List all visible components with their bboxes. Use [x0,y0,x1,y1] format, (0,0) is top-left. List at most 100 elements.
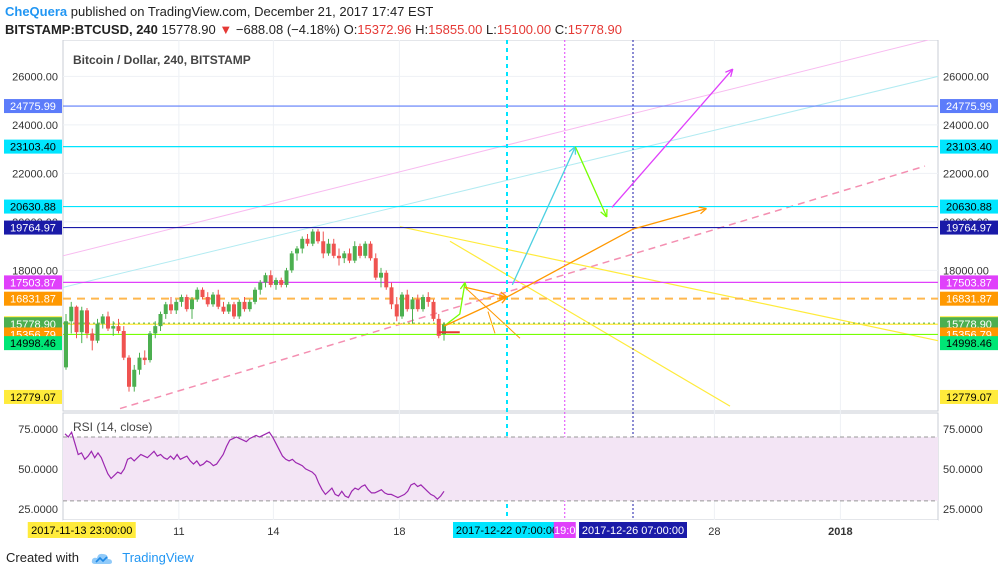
orange-fib-line-2 [487,311,496,334]
x-tick-label: 11 [173,526,184,538]
candle-body [421,297,425,310]
candle-body [295,248,299,254]
price-label-left [4,139,62,154]
price-label-left-text: 14998.46 [10,338,56,350]
orange-arrow-2-head [498,296,508,304]
high-value: 15855.00 [428,22,483,37]
candle-body [121,330,126,358]
candle-body [326,243,331,254]
rsi-label: RSI (14, close) [73,420,152,434]
candle-body [85,310,89,334]
symbol-header: BITSTAMP:BTCUSD, 240 15778.90 ▼ −688.08 … [5,22,622,37]
price-label-left-text: 16831.87 [10,294,56,306]
candle-body [363,243,368,256]
candle-body [242,301,247,310]
author-name[interactable]: CheQuera [5,4,68,19]
candle-body [221,306,226,312]
price-label-right [940,99,998,114]
cyan-arrow [511,146,576,286]
price-label-left-text: 17503.87 [10,277,56,289]
candle-body [106,316,110,329]
orange-arrow-1 [464,286,508,298]
candle-body [431,301,436,319]
green-arrow-1-head [459,282,468,291]
candle-body [394,304,399,317]
price-label-right-text: 23103.40 [946,142,992,154]
price-label-right-text: 24775.99 [946,101,992,113]
candle-body [358,246,362,256]
candle-body [300,238,305,249]
candle-body [195,289,200,300]
candle-body [205,297,210,305]
tradingview-cloud-icon [91,553,112,564]
candle-body [216,294,221,307]
price-label-left-text: 24775.99 [10,101,56,113]
tradingview-brand[interactable]: TradingView [122,550,194,565]
x-tick-label: 28 [708,526,720,538]
publish-header: CheQuera published on TradingView.com, D… [5,4,433,19]
candle-body [268,275,273,285]
candle-body [200,289,205,298]
magenta-arrow-head [725,68,734,77]
candle-body [379,272,383,278]
candle-body [127,357,131,387]
candle-body [400,294,404,317]
candle-body [153,326,158,334]
candle-body [64,321,68,368]
candle-body [90,333,95,341]
high-label: H: [415,22,429,37]
price-label-right [940,199,998,214]
y-tick-left: 22000.00 [12,168,58,180]
candle-body [111,326,116,329]
candle-body [253,289,257,302]
y-tick-right: 18000.00 [943,265,989,277]
price-label-left [4,99,62,114]
price-label-right [940,291,998,306]
time-label-text: 2017-12-22 07:00:00 [456,525,558,537]
candle-body [405,294,410,310]
candle-body [368,243,373,259]
candle-body [289,253,294,271]
candle-body [305,238,310,244]
x-tick-label: 14 [267,526,279,538]
candle-body [69,306,74,322]
price-label-right-text: 16831.87 [946,294,992,306]
magenta-arrow [611,68,734,208]
candle-body [142,357,147,361]
candle-body [174,301,179,311]
close-label: C: [554,22,568,37]
candle-body [384,272,389,288]
time-label-text: 19:0 [554,525,575,537]
candle-body [426,297,431,302]
candle-body [258,282,263,290]
green-arrow-2-head [600,208,608,218]
close-value: 15778.90 [567,22,622,37]
candle-body [179,297,184,302]
candle-body [226,304,231,312]
candle-body [263,275,268,283]
yellow-trendline-1 [399,226,939,342]
candle-body [232,304,236,317]
price-label-right-text: 14998.46 [946,338,992,350]
candle-body [442,324,446,335]
candle-body [284,270,289,285]
price-chart[interactable]: 26000.00 26000.00 24000.00 24000.00 22000.00… [0,40,1002,545]
x-tick-label: 2018 [828,526,852,538]
green-arrow-2 [574,146,608,218]
rsi-tick-left: 75.0000 [18,424,58,436]
chart-title: Bitcoin / Dollar, 240, BITSTAMP [73,53,251,67]
candle-body [211,294,215,305]
time-label-badge [27,522,136,538]
published-text: published on TradingView.com, December 2… [70,4,434,19]
candle-body [132,369,137,387]
candle-body [352,246,357,261]
candle-body [247,301,252,310]
price-label-left [4,336,62,351]
price-label-left [4,220,62,235]
candle-body [95,323,100,341]
candle-body [389,287,394,305]
price-label-right-text: 20630.88 [946,202,992,214]
price-label-left-text: 12779.07 [10,392,56,404]
price-label-right [940,336,998,351]
candle-body [316,231,320,242]
